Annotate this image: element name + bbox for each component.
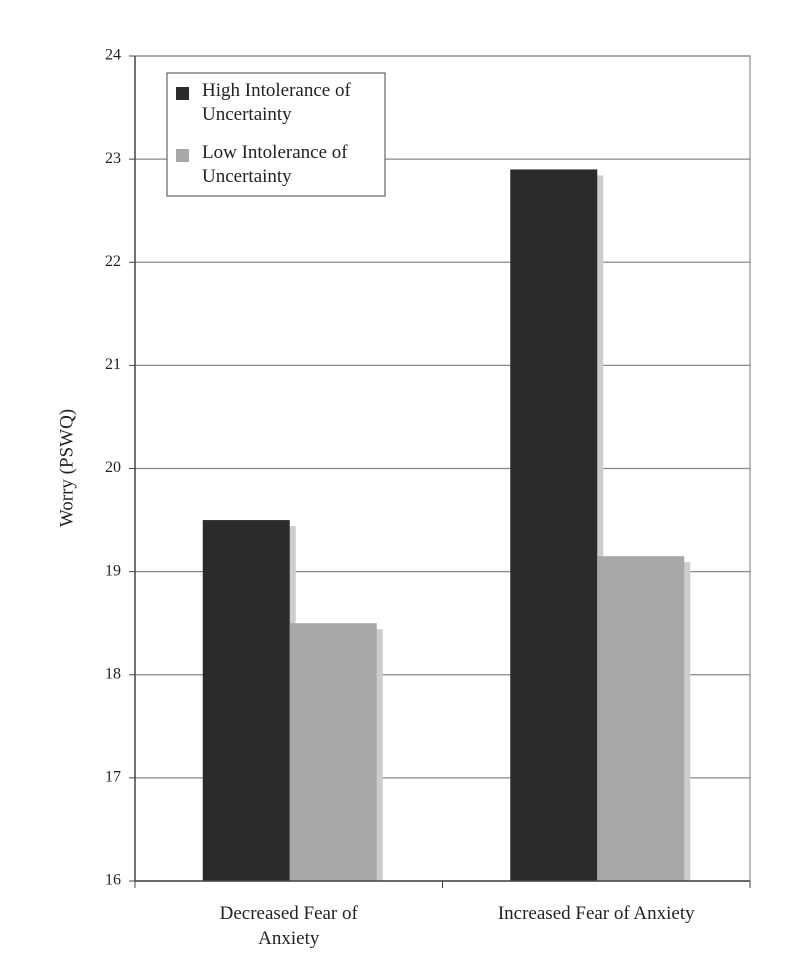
- y-tick-label: 22: [105, 253, 121, 270]
- y-tick-label: 24: [105, 47, 121, 64]
- legend-label: High Intolerance of Uncertainty: [202, 80, 351, 125]
- y-tick-label: 17: [105, 769, 121, 786]
- y-tick-label: 18: [105, 665, 121, 682]
- bar: [510, 169, 598, 881]
- x-tick-label: Decreased Fear of Anxiety: [219, 903, 358, 949]
- y-tick-label: 20: [105, 459, 121, 476]
- bar: [289, 623, 377, 881]
- legend-swatch: [176, 149, 189, 162]
- legend-swatch: [176, 87, 189, 100]
- y-axis-label: Worry (PSWQ): [56, 409, 77, 527]
- y-tick-label: 23: [105, 150, 121, 167]
- legend-box: [166, 72, 386, 197]
- x-tick-label: Increased Fear of Anxiety: [497, 903, 695, 924]
- y-tick-label: 16: [105, 872, 121, 889]
- legend-label: Low Intolerance of Uncertainty: [202, 142, 348, 187]
- bar: [202, 520, 290, 881]
- bar: [597, 556, 685, 881]
- y-tick-label: 21: [105, 356, 121, 373]
- y-tick-label: 19: [105, 562, 121, 579]
